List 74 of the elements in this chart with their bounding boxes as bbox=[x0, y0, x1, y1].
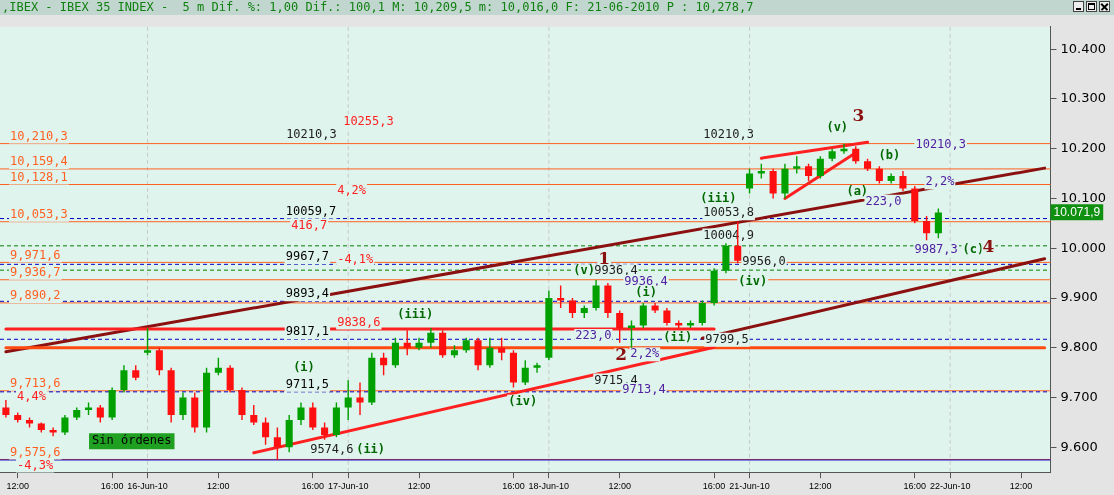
x-tick-label: 16-Jun-10 bbox=[127, 481, 168, 492]
annotation: 4,4% bbox=[17, 388, 47, 403]
ref-line-label: 9817,1 bbox=[285, 324, 330, 339]
annotation: 9574,6 bbox=[310, 442, 354, 457]
annotation: 10255,3 bbox=[343, 113, 394, 128]
annotation: 9987,3 bbox=[914, 242, 958, 257]
annotation: (ii) bbox=[663, 330, 693, 345]
annotation: 10210,3 bbox=[286, 127, 337, 142]
annotation: 2,2% bbox=[630, 346, 660, 361]
annotation: (iv) bbox=[508, 393, 538, 408]
x-tick-label: 16:00 bbox=[702, 481, 726, 492]
y-tick-label: 10.100 bbox=[1060, 189, 1107, 205]
annotation: (i) bbox=[293, 359, 315, 374]
ref-line-label: 9,890,2 bbox=[10, 288, 61, 303]
x-tick-label: 16:00 bbox=[301, 481, 325, 492]
annotation: 10210,3 bbox=[703, 127, 754, 142]
annotation: -4,3% bbox=[17, 457, 54, 472]
annotation: Sin órdenes bbox=[92, 433, 172, 448]
ref-line-label: 10,210,3 bbox=[10, 128, 68, 143]
annotation: (b) bbox=[878, 148, 901, 163]
annotation: (v) bbox=[826, 120, 849, 135]
annotation: 10210,3 bbox=[915, 136, 967, 151]
ref-line-label: 9,713,6 bbox=[10, 375, 61, 390]
annotation: -4,1% bbox=[337, 251, 375, 266]
ref-line-label: 9,936,7 bbox=[10, 264, 61, 279]
x-tick-label: 21-Jun-10 bbox=[729, 481, 770, 492]
x-tick-label: 16:00 bbox=[502, 481, 525, 492]
annotation: 416,7 bbox=[291, 217, 328, 232]
annotation: 4 bbox=[982, 236, 995, 257]
annotation: 223,0 bbox=[575, 328, 612, 343]
annotation: (iv) bbox=[738, 273, 768, 288]
x-tick-label: 12:00 bbox=[1009, 481, 1033, 492]
x-tick-label: 12:00 bbox=[608, 481, 631, 492]
y-tick-label: 9.800 bbox=[1060, 339, 1098, 355]
ref-line-label: 10,128,1 bbox=[10, 169, 68, 184]
x-tick-label: 12:00 bbox=[6, 481, 29, 492]
annotation: 3 bbox=[852, 105, 865, 126]
x-tick-label: 16:00 bbox=[903, 481, 927, 492]
annotation: 4,2% bbox=[337, 183, 367, 198]
x-tick-label: 12:00 bbox=[207, 481, 230, 492]
annotation: 9799,5 bbox=[705, 331, 749, 346]
annotation: 9956,0 bbox=[742, 253, 786, 268]
ref-line-label: 9967,7 bbox=[285, 249, 330, 264]
annotation: (v) bbox=[573, 263, 595, 278]
y-tick-label: 10.000 bbox=[1060, 239, 1107, 255]
annotation: (iii) bbox=[397, 306, 434, 321]
x-tick-label: 22-Jun-10 bbox=[929, 481, 971, 492]
annotation: 2 bbox=[615, 343, 628, 364]
y-tick-label: 10.300 bbox=[1060, 90, 1107, 106]
annotation: 9838,6 bbox=[337, 314, 381, 329]
x-tick-label: 17-Jun-10 bbox=[327, 481, 369, 492]
y-tick-label: 10.400 bbox=[1060, 40, 1107, 56]
chart-title: ,IBEX - IBEX 35 INDEX - 5 m Dif. %: 1,00 Dif.: 100,1 M: 10,209,5 m: 10,016,0 F: 21-06-2010 P : 10,278,7 bbox=[2, 0, 754, 14]
ref-line-label: 9893,4 bbox=[285, 286, 330, 301]
annotation: (ii) bbox=[356, 442, 386, 457]
x-tick-label: 16:00 bbox=[100, 481, 124, 492]
annotation: 2,2% bbox=[925, 174, 956, 189]
y-tick-label: 9.700 bbox=[1060, 388, 1098, 404]
text: 10.071,9 bbox=[1053, 204, 1101, 219]
ref-line-label: 9711,5 bbox=[285, 376, 330, 391]
ref-line-label: 10059,7 bbox=[285, 203, 337, 218]
ref-line-label: 9,575,6 bbox=[10, 444, 61, 459]
annotation: 10053,8 bbox=[703, 205, 754, 220]
annotation: 223,0 bbox=[865, 193, 902, 208]
ref-line-label: 10,053,3 bbox=[10, 206, 68, 221]
y-tick-label: 10.200 bbox=[1060, 140, 1107, 156]
x-tick-label: 18-Jun-10 bbox=[528, 481, 570, 492]
x-tick-label: 12:00 bbox=[809, 481, 832, 492]
ref-line-label: 9,971,6 bbox=[10, 247, 61, 262]
ref-line-label: 10,159,4 bbox=[10, 154, 68, 169]
y-tick-label: 9.600 bbox=[1060, 438, 1098, 454]
annotation: (iii) bbox=[700, 190, 737, 205]
y-tick-label: 9.900 bbox=[1060, 289, 1098, 305]
x-tick-label: 12:00 bbox=[407, 481, 431, 492]
